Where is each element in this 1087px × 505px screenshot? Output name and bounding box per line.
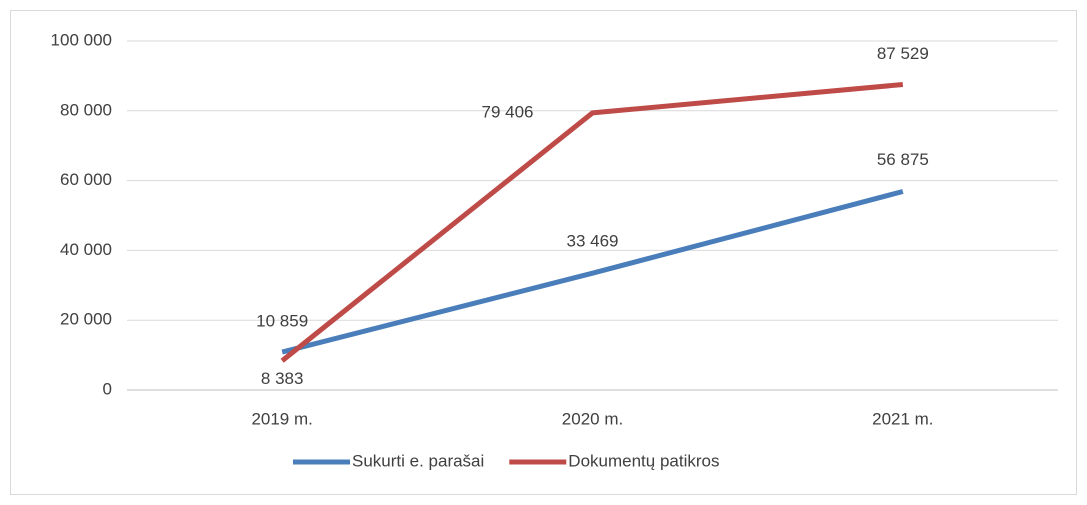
line-series bbox=[280, 82, 904, 363]
y-tick-label: 80 000 bbox=[60, 100, 112, 119]
line-series bbox=[281, 189, 904, 355]
data-label: 10 859 bbox=[256, 312, 308, 331]
legend-label: Dokumentų patikros bbox=[568, 451, 719, 470]
x-tick-label: 2020 m. bbox=[562, 409, 623, 428]
data-label: 56 875 bbox=[877, 150, 929, 169]
y-tick-label: 100 000 bbox=[51, 30, 112, 49]
data-label: 8 383 bbox=[261, 369, 304, 388]
y-tick-label: 60 000 bbox=[60, 170, 112, 189]
data-label: 33 469 bbox=[567, 232, 619, 251]
legend-label: Sukurti e. parašai bbox=[352, 451, 484, 470]
x-tick-label: 2021 m. bbox=[872, 409, 933, 428]
chart-border bbox=[10, 10, 1077, 495]
y-tick-label: 20 000 bbox=[60, 310, 112, 329]
x-tick-label: 2019 m. bbox=[251, 409, 312, 428]
y-tick-label: 40 000 bbox=[60, 240, 112, 259]
data-label: 79 406 bbox=[482, 102, 534, 121]
data-label: 87 529 bbox=[877, 44, 929, 63]
y-tick-label: 0 bbox=[103, 379, 112, 398]
